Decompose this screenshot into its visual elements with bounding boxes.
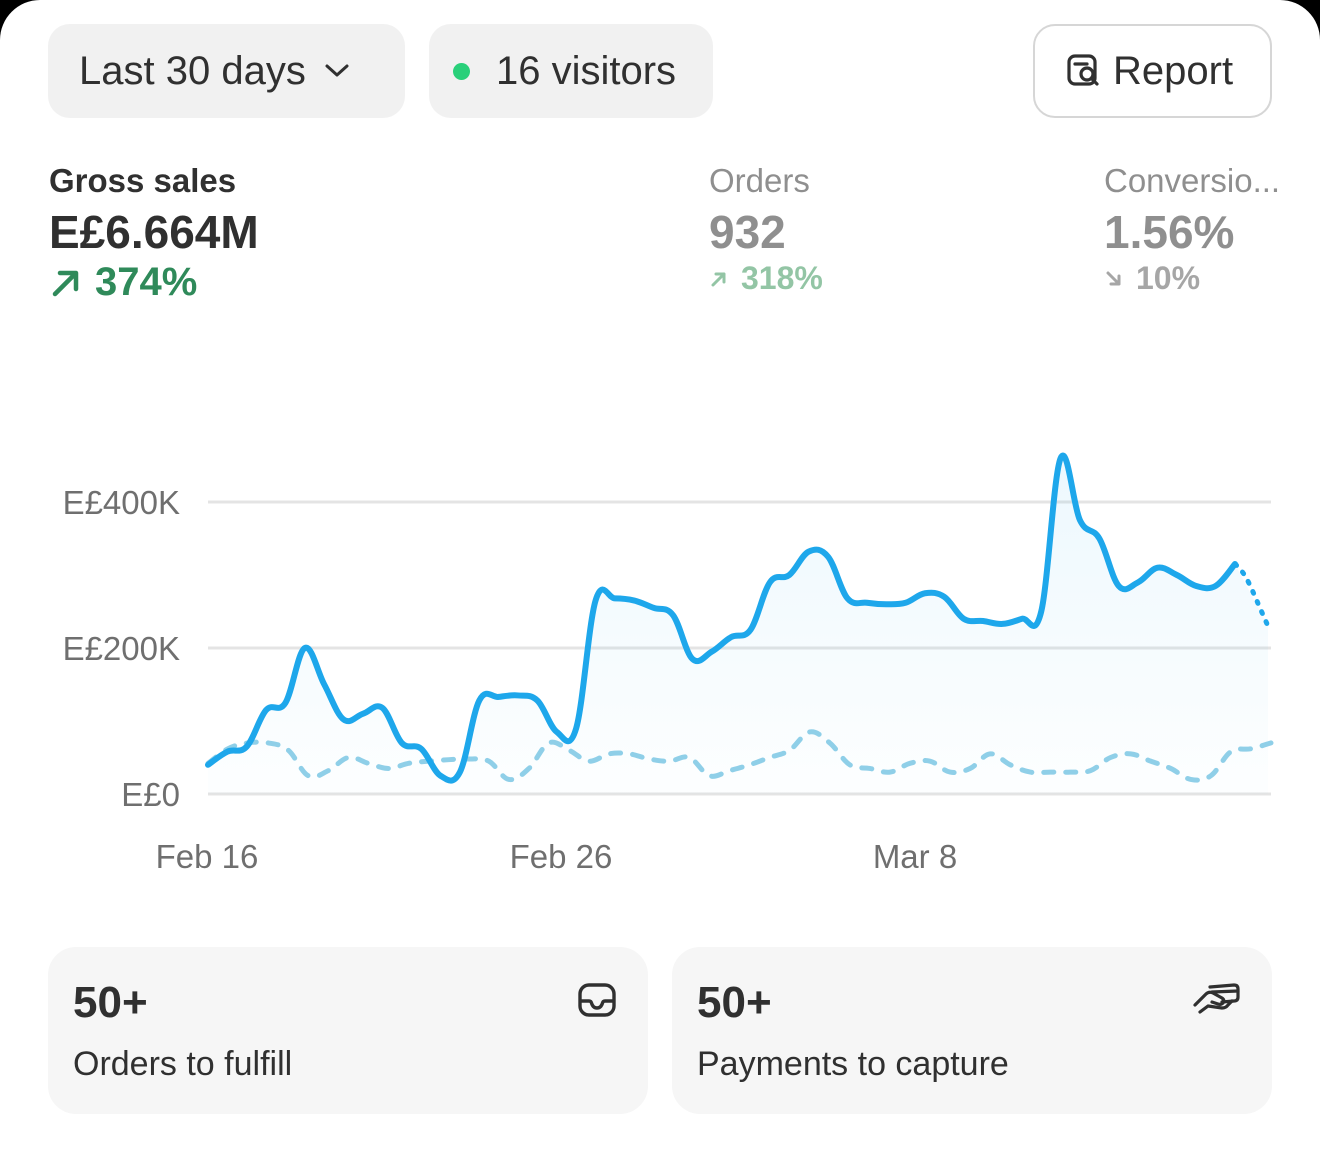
orders-to-fulfill-count: 50+ <box>73 978 148 1027</box>
metric-value: E£6.664M <box>49 206 259 258</box>
payments-to-capture-tile[interactable]: 50+ Payments to capture <box>672 947 1272 1114</box>
metric-label: Conversio... <box>1104 162 1281 199</box>
metric-delta-value: 318% <box>741 260 823 296</box>
projected-tail-line <box>1232 561 1271 629</box>
metric-conversion-rate[interactable]: Conversio... 1.56% 10% <box>1104 160 1320 297</box>
payments-to-capture-label: Payments to capture <box>697 1045 1009 1083</box>
current-period-line <box>205 452 1238 784</box>
arrow-up-right-icon <box>709 269 729 289</box>
previous-period-line <box>205 729 1274 783</box>
metric-gross-sales[interactable]: Gross sales E£6.664M 374% <box>49 160 259 305</box>
gross-sales-chart[interactable]: E£0 E£200K E£400K Feb 16 Feb 26 Mar 8 <box>0 430 1320 890</box>
metric-delta-value: 10% <box>1136 260 1201 296</box>
y-axis-tick-label: E£0 <box>121 776 180 813</box>
metric-label: Gross sales <box>49 162 237 199</box>
report-button-label: Report <box>1113 48 1234 93</box>
x-axis-tick-label: Feb 26 <box>510 838 613 875</box>
current-period-area <box>208 455 1268 794</box>
metric-delta: 374% <box>49 260 259 305</box>
date-range-label: Last 30 days <box>79 48 306 93</box>
report-icon <box>1065 52 1103 90</box>
metric-orders[interactable]: Orders 932 318% <box>709 160 823 297</box>
metric-value: 932 <box>709 206 786 258</box>
live-status-dot <box>453 62 470 80</box>
y-axis-tick-label: E£400K <box>63 484 180 521</box>
live-visitors-badge[interactable]: 16 visitors <box>429 24 713 118</box>
x-axis-tick-label: Mar 8 <box>873 838 957 875</box>
metric-delta: 10% <box>1104 260 1320 297</box>
visitors-count: 16 visitors <box>496 48 677 93</box>
y-axis-tick-label: E£200K <box>63 630 180 667</box>
metric-delta-value: 374% <box>95 260 198 304</box>
date-range-selector[interactable]: Last 30 days <box>48 24 405 118</box>
inbox-icon <box>576 979 618 1026</box>
arrow-down-right-icon <box>1104 269 1124 289</box>
chevron-down-icon <box>324 63 350 79</box>
metric-label: Orders <box>709 162 810 199</box>
x-axis-tick-label: Feb 16 <box>156 838 259 875</box>
hand-card-icon <box>1192 979 1242 1026</box>
report-button[interactable]: Report <box>1033 24 1272 118</box>
payments-to-capture-count: 50+ <box>697 978 772 1027</box>
metric-value: 1.56% <box>1104 206 1235 258</box>
arrow-up-right-icon <box>49 266 83 300</box>
metric-delta: 318% <box>709 260 823 297</box>
orders-to-fulfill-tile[interactable]: 50+ Orders to fulfill <box>48 947 648 1114</box>
orders-to-fulfill-label: Orders to fulfill <box>73 1045 293 1083</box>
